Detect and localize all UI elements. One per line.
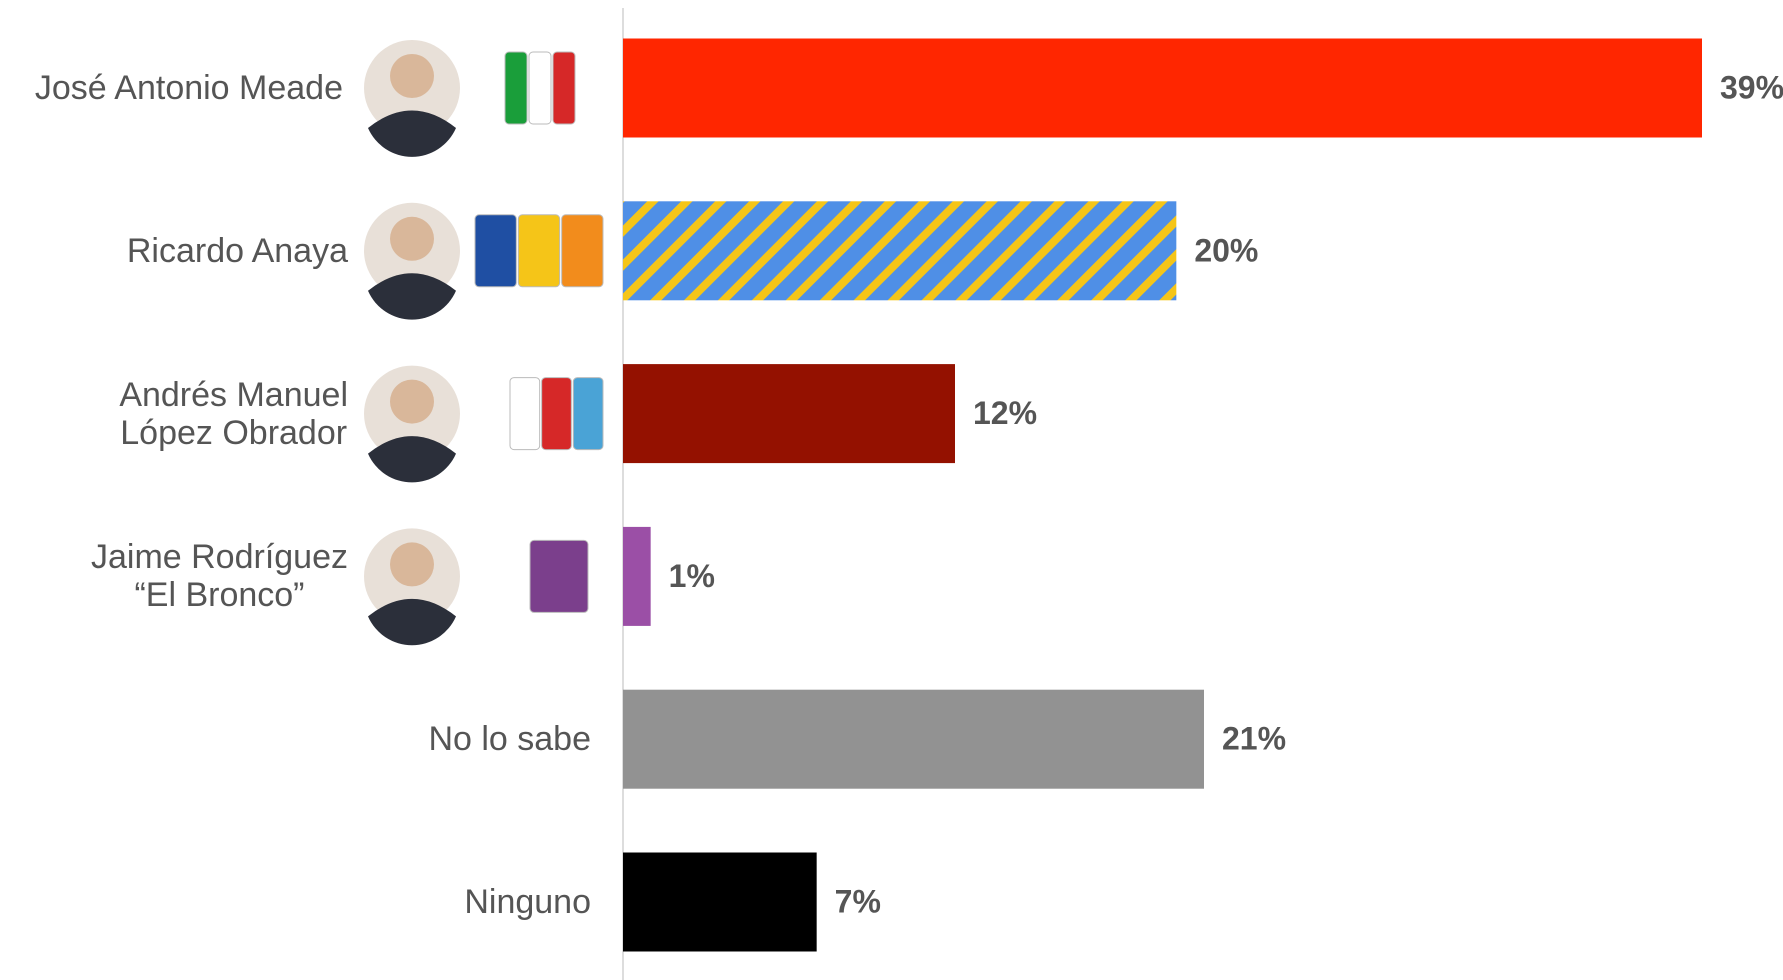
photo-face [390,216,434,261]
value-label: 12% [973,395,1037,431]
category-label: Ninguno [464,883,591,921]
value-label: 1% [669,558,715,594]
photo-suit [368,110,456,157]
bar [623,526,651,626]
party-logo [552,51,576,125]
category-label: Ricardo Anaya [126,231,348,270]
party-logo [528,51,552,125]
category-label: Jaime Rodríguez “El Bronco” [90,538,348,615]
party-logo [561,214,604,288]
party-logo [504,51,528,125]
category-label: Andrés Manuel López Obrador [119,375,348,452]
bar [623,364,955,464]
photo-face [390,542,434,587]
party-logo [541,377,572,451]
bar [623,689,1204,789]
photo-suit [368,598,456,646]
party-logo [529,539,589,613]
value-label: 20% [1194,232,1258,268]
value-label: 7% [835,883,881,919]
value-label: 21% [1222,721,1286,757]
category-label: José Antonio Meade [34,69,343,107]
party-logo [474,214,517,288]
photo-suit [368,273,456,320]
bar [623,38,1702,138]
party-logo [517,214,561,288]
bar [623,201,1177,301]
photo-face [390,54,434,98]
photo-face [390,379,434,424]
value-label: 39% [1720,69,1783,105]
category-label: No lo sabe [428,720,591,759]
bar [623,852,817,952]
photo-suit [368,436,456,483]
party-logo [572,377,604,451]
party-logo [509,377,541,451]
